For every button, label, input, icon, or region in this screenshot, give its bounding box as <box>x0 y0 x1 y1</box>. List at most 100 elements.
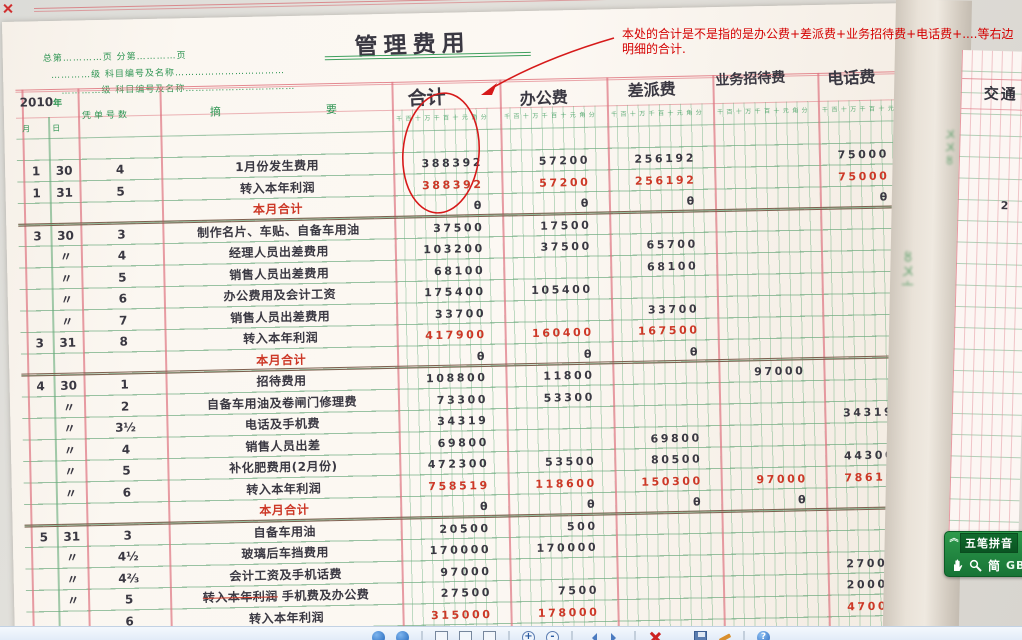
voucher-cell: 2 <box>120 398 130 414</box>
amount-cell-4: 75000 <box>838 168 890 184</box>
amount-cell-0: 388392 <box>421 155 484 171</box>
day-label: 日 <box>52 123 62 133</box>
amount-cell-0: 315000 <box>430 607 493 622</box>
magnifier-icon[interactable] <box>969 559 982 572</box>
next-page-top-border <box>962 78 1022 82</box>
collapse-icon[interactable]: ︽ <box>949 534 959 544</box>
amount-cell-2: 256192 <box>634 151 697 166</box>
amount-unit-scale: 千百十万千百十元角分 <box>821 104 897 114</box>
save-icon[interactable] <box>694 631 707 640</box>
day-cell: 〃 <box>64 464 77 479</box>
summary-label-right: 要 <box>325 102 339 117</box>
amount-cell-1: 105400 <box>531 282 593 297</box>
annotation-line1: 本处的合计是不是指的是办公费+差派费+业务招待费+电话费+....等右边 <box>622 27 1014 41</box>
voucher-cell: 1 <box>120 377 129 392</box>
voucher-cell: 5 <box>124 592 134 607</box>
amount-cell-3: θ <box>797 493 809 507</box>
fit-width-icon[interactable] <box>459 631 472 640</box>
month-cell: 5 <box>39 529 49 544</box>
hand-tool-icon[interactable] <box>951 558 963 572</box>
amount-cell-1: 118600 <box>535 476 597 491</box>
amount-cell-0: 27500 <box>440 585 493 600</box>
amount-cell-1: θ <box>583 347 595 361</box>
next-page-unit-rule <box>961 108 1022 111</box>
charset-button[interactable]: GB <box>1006 558 1022 572</box>
next-image-icon[interactable] <box>609 631 622 640</box>
amount-cell-0: θ <box>476 349 488 363</box>
voucher-cell: 5 <box>122 463 131 478</box>
amount-cell-2: 167500 <box>637 323 700 338</box>
amount-cell-0: 758519 <box>428 478 490 493</box>
voucher-cell: 3 <box>117 226 126 242</box>
amount-cell-1: 57200 <box>538 153 591 168</box>
voucher-cell: 6 <box>118 291 128 306</box>
amount-cell-0: 472300 <box>427 456 490 472</box>
amount-cell-2: θ <box>686 194 698 208</box>
day-cell: 31 <box>59 335 77 350</box>
image-viewer-toolbar: + -? <box>0 626 1022 640</box>
amount-cell-0: 175400 <box>424 284 486 300</box>
column-header-4: 电话费 <box>826 67 876 89</box>
column-header-1: 办公费 <box>519 87 569 109</box>
rotate-ccw-icon[interactable] <box>372 631 385 640</box>
fit-window-icon[interactable] <box>435 631 448 640</box>
day-cell: 〃 <box>60 292 73 307</box>
month-label: 月 <box>22 124 32 134</box>
amount-cell-1: 178000 <box>537 605 600 620</box>
delete-icon[interactable] <box>648 631 661 640</box>
separator <box>634 631 636 640</box>
amount-cell-3: 97000 <box>756 471 808 486</box>
voucher-cell: 3 <box>123 527 133 543</box>
spine-marking: 〤〤〥 <box>942 128 957 168</box>
voucher-cell: 3½ <box>114 420 137 435</box>
day-cell: 〃 <box>63 421 76 436</box>
voucher-cell: 4 <box>117 248 127 263</box>
day-cell: 31 <box>63 528 81 544</box>
amount-cell-0: 103200 <box>423 241 485 257</box>
day-cell: 30 <box>60 378 78 393</box>
amount-cell-2: 33700 <box>647 301 700 317</box>
separator <box>743 631 745 640</box>
separator <box>508 631 510 640</box>
amount-cell-1: 7500 <box>557 583 600 598</box>
amount-cell-1: 11800 <box>543 368 595 383</box>
voucher-cell: 4 <box>115 162 125 177</box>
amount-cell-1: θ <box>586 497 598 511</box>
rotate-cw-icon[interactable] <box>396 631 409 640</box>
zoom-out-icon[interactable]: - <box>546 631 559 640</box>
separator <box>421 631 423 640</box>
zoom-in-icon[interactable]: + <box>522 631 535 640</box>
voucher-cell: 7 <box>118 312 128 328</box>
ime-name-label[interactable]: 五笔拼音 <box>960 533 1018 553</box>
amount-cell-1: 53300 <box>543 390 596 405</box>
simplified-mode-button[interactable]: 简 <box>988 558 1001 573</box>
amount-cell-0: 97000 <box>440 564 492 579</box>
day-cell: 〃 <box>66 550 79 565</box>
day-cell: 〃 <box>66 572 79 587</box>
voucher-cell: 6 <box>122 484 132 500</box>
month-cell: 1 <box>31 164 41 179</box>
amount-cell-2: 256192 <box>634 172 697 188</box>
amount-cell-0: 68100 <box>433 263 486 278</box>
voucher-cell: 8 <box>119 334 129 349</box>
voucher-cell: 5 <box>116 183 125 199</box>
previous-image-icon[interactable] <box>585 631 598 640</box>
amount-cell-1: θ <box>580 196 592 210</box>
annotation-text: 本处的合计是不是指的是办公费+差派费+业务招待费+电话费+....等右边 明细的… <box>622 27 1018 57</box>
amount-cell-0: 33700 <box>434 306 487 321</box>
help-icon[interactable]: ? <box>757 631 770 640</box>
amount-cell-4: 75000 <box>837 147 890 162</box>
day-cell: 〃 <box>63 443 77 458</box>
amount-cell-1: 160400 <box>531 325 594 340</box>
page-number-line: 总第…………页 分第…………页 <box>42 51 187 65</box>
close-icon[interactable] <box>2 3 13 14</box>
print-icon[interactable] <box>483 631 496 640</box>
day-cell: 〃 <box>59 249 73 264</box>
voucher-cell: 4½ <box>117 549 139 564</box>
edit-icon[interactable] <box>718 631 731 640</box>
ime-toolbar[interactable]: ︽ 五笔拼音 简 GB <box>944 531 1022 577</box>
amount-cell-2: θ <box>689 344 701 359</box>
amount-cell-2: θ <box>692 495 704 509</box>
amount-cell-0: 417900 <box>424 327 487 343</box>
amount-cell-2: 80500 <box>650 452 703 467</box>
